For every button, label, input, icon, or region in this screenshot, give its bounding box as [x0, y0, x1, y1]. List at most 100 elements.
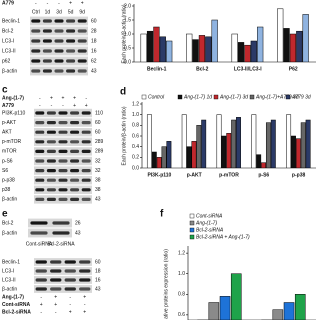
- bar: [166, 40, 173, 62]
- legend-swatch: [189, 220, 195, 226]
- band: [50, 260, 62, 264]
- band: [35, 140, 45, 144]
- kda-label: 289: [95, 149, 104, 155]
- condition-sign: +: [81, 0, 84, 6]
- band: [54, 19, 64, 23]
- band: [70, 178, 80, 182]
- blot-strip: [28, 218, 72, 228]
- legend-swatch: [213, 94, 219, 100]
- bar: [305, 119, 311, 168]
- condition-sign: -: [69, 302, 71, 308]
- y-tick-label: 1.2: [132, 101, 139, 107]
- band: [54, 69, 64, 73]
- band: [58, 111, 68, 115]
- band: [50, 269, 62, 273]
- band: [35, 269, 47, 273]
- row-label: LC3-II: [2, 277, 16, 283]
- blot-strip: [28, 228, 72, 238]
- band: [35, 111, 45, 115]
- y-tick-label: 0.5: [124, 45, 131, 51]
- band: [42, 39, 52, 43]
- plot-area: [146, 114, 311, 168]
- condition-sign: +: [50, 95, 53, 101]
- bar: [211, 19, 218, 62]
- x-tick-label: Beclin-1: [147, 66, 167, 72]
- bar: [159, 36, 166, 62]
- bar: [230, 273, 242, 320]
- y-axis-label: ative proteins expression (ratio): [163, 249, 169, 319]
- band: [81, 121, 91, 125]
- condition-sign: -: [69, 294, 71, 300]
- band: [64, 260, 76, 264]
- band: [54, 39, 64, 43]
- band: [66, 69, 76, 73]
- condition-sign: -: [47, 0, 49, 6]
- y-tick-label: 0.6: [178, 312, 185, 318]
- lane-label: Bcl-2-siRNA: [47, 241, 75, 247]
- bar: [231, 33, 238, 62]
- bar: [283, 302, 295, 320]
- row-label: PI3K-p110: [2, 110, 25, 116]
- row-label: LC3-I: [2, 38, 14, 44]
- kda-label: 110: [95, 110, 103, 116]
- band: [46, 140, 56, 144]
- y-tick-label: 0.0: [124, 59, 131, 65]
- kda-label: 38: [95, 187, 101, 193]
- band: [66, 29, 76, 33]
- bar: [296, 30, 303, 62]
- band: [70, 130, 80, 134]
- legend-swatch: [189, 227, 195, 233]
- bar: [161, 146, 167, 168]
- band: [81, 159, 91, 163]
- bar: [226, 133, 232, 168]
- band: [31, 69, 41, 73]
- condition-sign: +: [83, 309, 86, 315]
- condition-label: A779: [2, 103, 14, 109]
- band: [70, 111, 80, 115]
- band: [35, 178, 45, 182]
- row-label: mTOR: [2, 149, 17, 155]
- bar: [251, 114, 257, 168]
- band: [35, 121, 45, 125]
- bar: [205, 36, 212, 62]
- band: [70, 188, 80, 192]
- condition-label: Bcl-2-siRNA: [2, 309, 31, 315]
- x-tick-label: p-S6: [258, 172, 269, 178]
- kda-label: 60: [95, 120, 101, 126]
- band: [46, 130, 56, 134]
- y-tick-label: 0.0: [132, 165, 139, 171]
- row-label: Bcl-2: [2, 28, 14, 34]
- bar: [286, 114, 292, 168]
- bar: [270, 119, 276, 168]
- band: [54, 59, 64, 63]
- y-tick-label: 0.8: [178, 292, 185, 298]
- bar: [153, 26, 160, 62]
- condition-label: Ang-(1-7): [2, 95, 24, 101]
- lane-label: 9d: [79, 9, 85, 15]
- band: [31, 29, 41, 33]
- band: [30, 221, 48, 225]
- band: [31, 39, 41, 43]
- band: [66, 39, 76, 43]
- band: [46, 188, 56, 192]
- bar: [302, 14, 309, 62]
- condition-label: A779: [2, 0, 14, 6]
- bar: [289, 33, 297, 62]
- bar: [192, 39, 199, 62]
- band: [35, 149, 45, 153]
- band: [70, 121, 80, 125]
- band: [77, 59, 87, 63]
- kda-label: 32: [95, 168, 101, 174]
- legend-label: Cont-siRNA: [196, 213, 223, 219]
- legend-swatch: [141, 94, 147, 100]
- band: [35, 278, 47, 282]
- band: [66, 59, 76, 63]
- condition-sign: +: [40, 302, 43, 308]
- row-label: LC3-I: [2, 268, 14, 274]
- band: [77, 19, 87, 23]
- panel-label: c: [2, 85, 8, 96]
- kda-label: 32: [95, 158, 101, 164]
- band: [35, 188, 45, 192]
- y-tick-label: 1.2: [178, 250, 185, 256]
- band: [79, 260, 91, 264]
